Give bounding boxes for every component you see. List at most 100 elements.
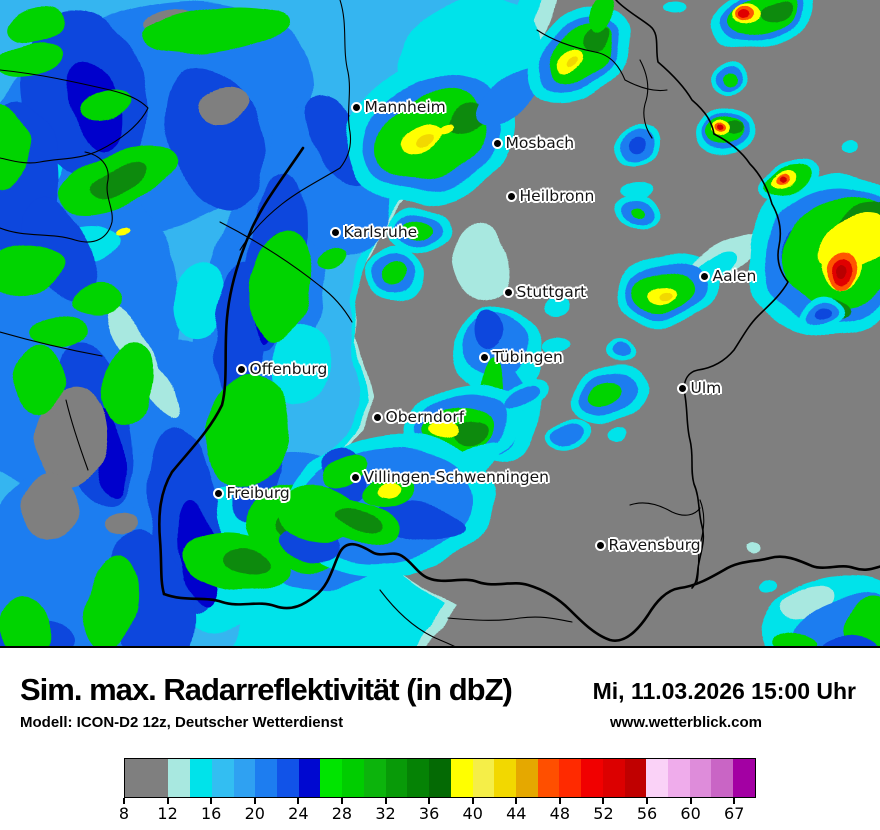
legend-tick xyxy=(602,798,605,804)
map-title: Sim. max. Radarreflektivität (in dbZ) xyxy=(20,672,513,707)
legend-segment xyxy=(515,759,538,797)
legend-tick-label: 28 xyxy=(331,804,353,823)
legend-tick-label: 20 xyxy=(244,804,265,823)
city-label: Ulm xyxy=(690,378,722,397)
legend-tick-label: 40 xyxy=(462,804,483,823)
legend-segment xyxy=(233,759,256,797)
legend-tick-label: 48 xyxy=(549,804,571,823)
city-dot xyxy=(350,101,362,113)
legend-segment xyxy=(363,759,386,797)
city-label: Oberndorf xyxy=(385,407,465,426)
city-dot xyxy=(212,487,224,499)
city-dot xyxy=(329,226,341,238)
legend-tick-label: 44 xyxy=(506,804,527,823)
city-label: Villingen-Schwenningen xyxy=(363,467,549,486)
legend-segment xyxy=(624,759,647,797)
legend-segment xyxy=(667,759,690,797)
legend-tick xyxy=(515,798,518,804)
legend-tick xyxy=(210,798,213,804)
city-marker: Offenburg xyxy=(235,359,327,377)
legend-tick-label: 52 xyxy=(593,804,614,823)
legend-tick xyxy=(471,798,474,804)
legend-segment xyxy=(255,759,278,797)
legend-tick xyxy=(253,798,256,804)
website-url: www.wetterblick.com xyxy=(610,714,762,731)
legend-segment xyxy=(602,759,625,797)
legend-segment xyxy=(472,759,495,797)
city-marker: Ulm xyxy=(676,378,721,396)
legend-segment xyxy=(646,759,668,797)
legend-tick-label: 32 xyxy=(375,804,396,823)
city-dot xyxy=(349,471,361,483)
title-bar: Sim. max. Radarreflektivität (in dbZ) Mi… xyxy=(0,648,880,748)
legend-segment xyxy=(733,759,755,797)
city-dot xyxy=(235,363,247,375)
radar-map: Mannheim Mosbach Heilbronn Karlsruhe Stuttga… xyxy=(0,0,880,648)
legend-tick xyxy=(384,798,387,804)
radar-graphic xyxy=(0,0,880,646)
city-marker: Stuttgart xyxy=(502,282,586,300)
legend-color-bar xyxy=(124,758,756,798)
legend-tick xyxy=(646,798,649,804)
legend-segment xyxy=(168,759,191,797)
city-marker: Mannheim xyxy=(350,97,446,115)
city-dot xyxy=(371,411,383,423)
legend-tick-label: 16 xyxy=(200,804,222,823)
city-marker: Oberndorf xyxy=(371,407,464,425)
legend-segment xyxy=(494,759,516,797)
city-label: Offenburg xyxy=(249,359,328,378)
city-label: Mosbach xyxy=(505,133,575,152)
city-dot xyxy=(594,539,606,551)
city-marker: Aalen xyxy=(698,266,756,284)
city-marker: Tübingen xyxy=(478,347,563,365)
city-dot xyxy=(505,190,517,202)
legend-tick-label: 24 xyxy=(288,804,309,823)
city-marker: Ravensburg xyxy=(594,535,701,553)
city-label: Tübingen xyxy=(492,347,563,366)
city-marker: Mosbach xyxy=(491,133,574,151)
city-marker: Heilbronn xyxy=(505,186,594,204)
legend-tick-label: 12 xyxy=(157,804,178,823)
legend-segment xyxy=(277,759,299,797)
legend-tick xyxy=(689,798,692,804)
precipitation-layer xyxy=(0,0,880,646)
legend-tick-label: 8 xyxy=(118,804,130,823)
city-dot xyxy=(676,382,688,394)
legend-segment xyxy=(342,759,364,797)
dbz-legend: 8 12 16 20 24 28 32 36 40 44 48 52 56 60 67 xyxy=(119,758,756,823)
legend-segment xyxy=(711,759,734,797)
legend-tick xyxy=(340,798,343,804)
city-label: Mannheim xyxy=(364,97,446,116)
legend-segment xyxy=(211,759,234,797)
legend-segment xyxy=(320,759,343,797)
city-label: Stuttgart xyxy=(516,282,587,301)
city-marker: Villingen-Schwenningen xyxy=(349,467,549,485)
legend-segment xyxy=(537,759,560,797)
legend-tick xyxy=(166,798,169,804)
city-dot xyxy=(478,351,490,363)
legend-segment xyxy=(450,759,473,797)
legend-tick-label: 67 xyxy=(724,804,745,823)
legend-tick-label: 60 xyxy=(680,804,701,823)
city-dot xyxy=(698,270,710,282)
legend-tick xyxy=(297,798,300,804)
borders-layer xyxy=(0,0,880,646)
map-datetime: Mi, 11.03.2026 15:00 Uhr xyxy=(592,678,856,704)
legend-segment xyxy=(689,759,712,797)
legend-tick xyxy=(733,798,736,804)
legend-tick xyxy=(558,798,561,804)
city-label: Freiburg xyxy=(226,483,290,502)
city-dot xyxy=(491,137,503,149)
legend-tick-label: 56 xyxy=(636,804,658,823)
legend-segment xyxy=(581,759,603,797)
city-dot xyxy=(502,286,514,298)
legend-segment xyxy=(407,759,430,797)
legend-segment xyxy=(559,759,582,797)
city-label: Ravensburg xyxy=(608,535,701,554)
legend-tick xyxy=(123,798,125,804)
legend-tick-label: 36 xyxy=(418,804,440,823)
city-label: Aalen xyxy=(712,266,757,285)
legend-segment xyxy=(125,759,169,797)
legend-tick xyxy=(428,798,431,804)
